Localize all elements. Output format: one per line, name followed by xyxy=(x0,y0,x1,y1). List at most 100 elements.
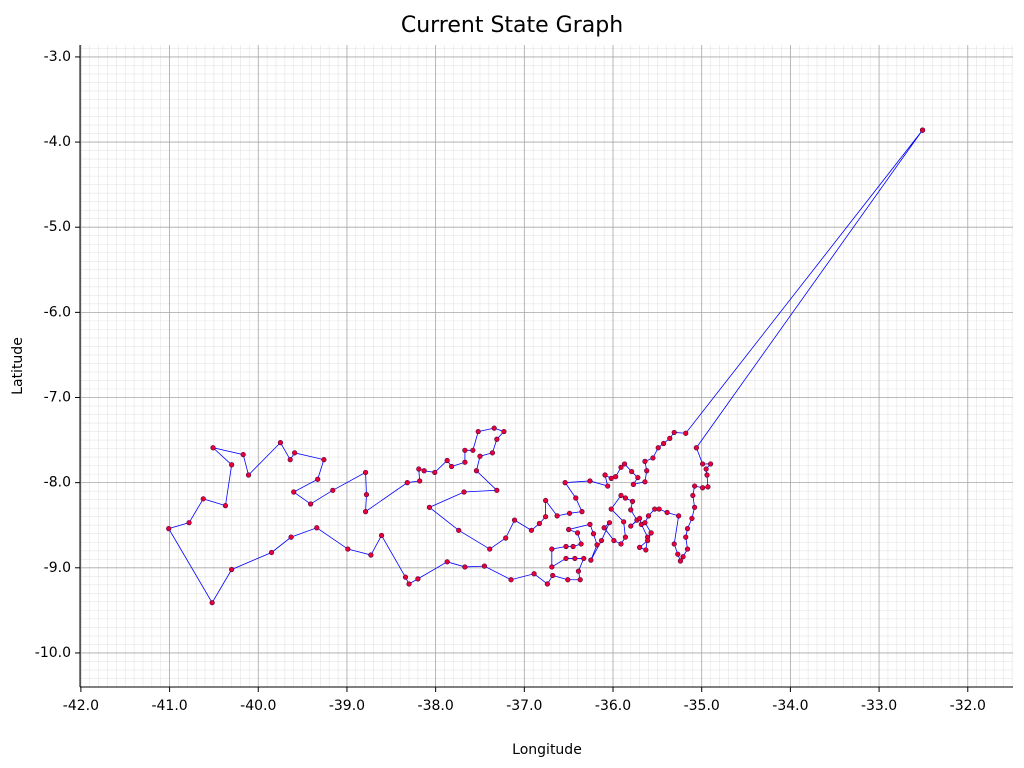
point xyxy=(622,534,629,540)
point xyxy=(494,487,500,493)
point xyxy=(572,555,578,562)
point xyxy=(660,440,667,447)
point xyxy=(550,572,556,579)
y-tick-label: -6.0 xyxy=(44,304,71,320)
point xyxy=(362,469,369,476)
point xyxy=(581,555,587,562)
y-tick-label: -3.0 xyxy=(44,49,71,65)
x-tick-label: -35.0 xyxy=(684,698,720,714)
route-line xyxy=(168,129,923,604)
x-tick-label: -37.0 xyxy=(506,698,542,714)
point xyxy=(245,472,252,478)
point xyxy=(637,544,643,550)
point xyxy=(707,461,714,467)
point xyxy=(462,459,468,465)
x-tick-label: -41.0 xyxy=(151,698,187,714)
point xyxy=(511,517,518,523)
point xyxy=(699,461,706,467)
point xyxy=(637,515,643,522)
point xyxy=(287,457,293,463)
point xyxy=(642,479,648,485)
point xyxy=(404,480,410,486)
point xyxy=(588,557,594,563)
x-tick-label: -38.0 xyxy=(418,698,454,714)
point xyxy=(601,525,607,531)
point xyxy=(277,440,284,446)
point xyxy=(432,469,438,476)
point xyxy=(652,506,658,512)
point xyxy=(675,551,681,557)
point xyxy=(321,457,327,463)
point xyxy=(291,489,297,495)
point xyxy=(268,549,275,556)
point xyxy=(590,531,597,537)
point xyxy=(693,445,699,451)
y-axis-label: Latitude xyxy=(10,337,26,395)
y-tick-label: -10.0 xyxy=(35,645,71,661)
point xyxy=(684,546,691,552)
point xyxy=(630,481,637,487)
point xyxy=(680,554,686,560)
point xyxy=(644,468,650,474)
point xyxy=(415,576,421,582)
point xyxy=(699,485,706,491)
point xyxy=(307,501,314,507)
point xyxy=(543,514,549,520)
point xyxy=(705,484,711,490)
x-tick-label: -39.0 xyxy=(329,698,365,714)
point xyxy=(501,428,507,435)
point xyxy=(605,483,611,489)
point xyxy=(671,541,677,547)
point xyxy=(477,453,483,459)
point xyxy=(503,535,509,541)
point xyxy=(554,513,560,519)
point xyxy=(487,546,493,552)
y-tick-label: -7.0 xyxy=(44,390,71,406)
point xyxy=(417,478,423,484)
point xyxy=(650,455,656,461)
point xyxy=(292,450,298,456)
x-axis-label: Longitude xyxy=(512,742,582,758)
point xyxy=(642,520,648,526)
point xyxy=(611,537,617,544)
point xyxy=(508,577,514,583)
point xyxy=(566,526,572,533)
point xyxy=(200,496,206,502)
point xyxy=(629,498,636,504)
point xyxy=(209,600,215,606)
point xyxy=(587,521,593,527)
x-tick-label: -36.0 xyxy=(595,698,631,714)
point xyxy=(444,457,450,464)
point xyxy=(563,555,569,562)
point xyxy=(676,513,682,519)
y-tick-label: -8.0 xyxy=(44,475,71,491)
point xyxy=(330,487,336,493)
point xyxy=(635,474,641,481)
point xyxy=(613,474,619,480)
point xyxy=(570,543,576,550)
point xyxy=(402,574,409,580)
point xyxy=(692,504,698,510)
point xyxy=(491,425,497,431)
point xyxy=(577,577,583,583)
point xyxy=(444,559,450,565)
point xyxy=(578,541,584,547)
chart-title: Current State Graph xyxy=(401,13,623,38)
point xyxy=(643,547,649,553)
point xyxy=(608,475,614,481)
point xyxy=(363,491,370,498)
point xyxy=(543,497,549,504)
point xyxy=(587,478,593,484)
point xyxy=(628,523,634,529)
point xyxy=(549,564,555,570)
point xyxy=(406,581,412,587)
point xyxy=(608,506,614,512)
point xyxy=(494,436,500,442)
point xyxy=(229,462,235,468)
point xyxy=(544,581,550,587)
point xyxy=(629,468,635,475)
point xyxy=(655,445,661,451)
point xyxy=(645,537,651,544)
point xyxy=(315,476,321,482)
